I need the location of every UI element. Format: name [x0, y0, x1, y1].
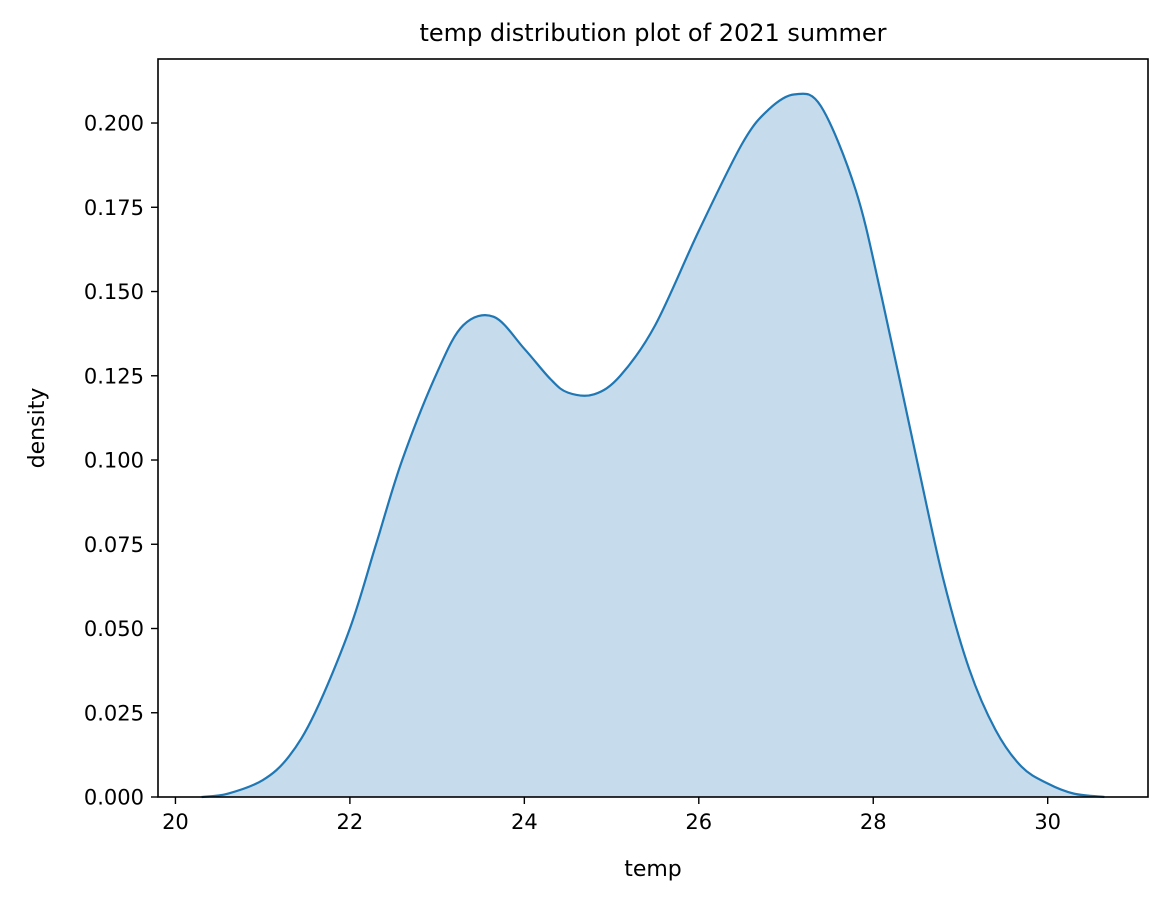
y-tick-label: 0.100 — [84, 449, 144, 473]
y-tick-label: 0.175 — [84, 196, 144, 220]
x-tick-label: 28 — [860, 810, 887, 834]
density-line — [201, 92, 1105, 799]
y-axis-title: density — [25, 388, 50, 469]
y-axis: 0.000 0.025 0.050 0.075 0.100 0.125 0.150 0.175… — [84, 112, 158, 810]
x-axis: 20 22 24 26 28 30 — [162, 797, 1061, 834]
plot-frame — [157, 58, 1149, 798]
y-tick-label: 0.075 — [84, 533, 144, 557]
y-tick-label: 0.025 — [84, 701, 144, 725]
y-tick-label: 0.000 — [84, 786, 144, 810]
x-tick-label: 24 — [511, 810, 538, 834]
x-tick-label: 26 — [685, 810, 712, 834]
density-area-fill — [201, 93, 1105, 797]
x-axis-title: temp — [624, 857, 682, 882]
y-tick-label: 0.200 — [84, 112, 144, 136]
y-tick-label: 0.050 — [84, 617, 144, 641]
chart-title: temp distribution plot of 2021 summer — [419, 19, 886, 47]
x-tick-label: 20 — [162, 810, 189, 834]
x-tick-label: 30 — [1034, 810, 1061, 834]
y-tick-label: 0.150 — [84, 280, 144, 304]
y-tick-label: 0.125 — [84, 364, 144, 388]
plot-area — [201, 92, 1105, 799]
x-tick-label: 22 — [337, 810, 364, 834]
